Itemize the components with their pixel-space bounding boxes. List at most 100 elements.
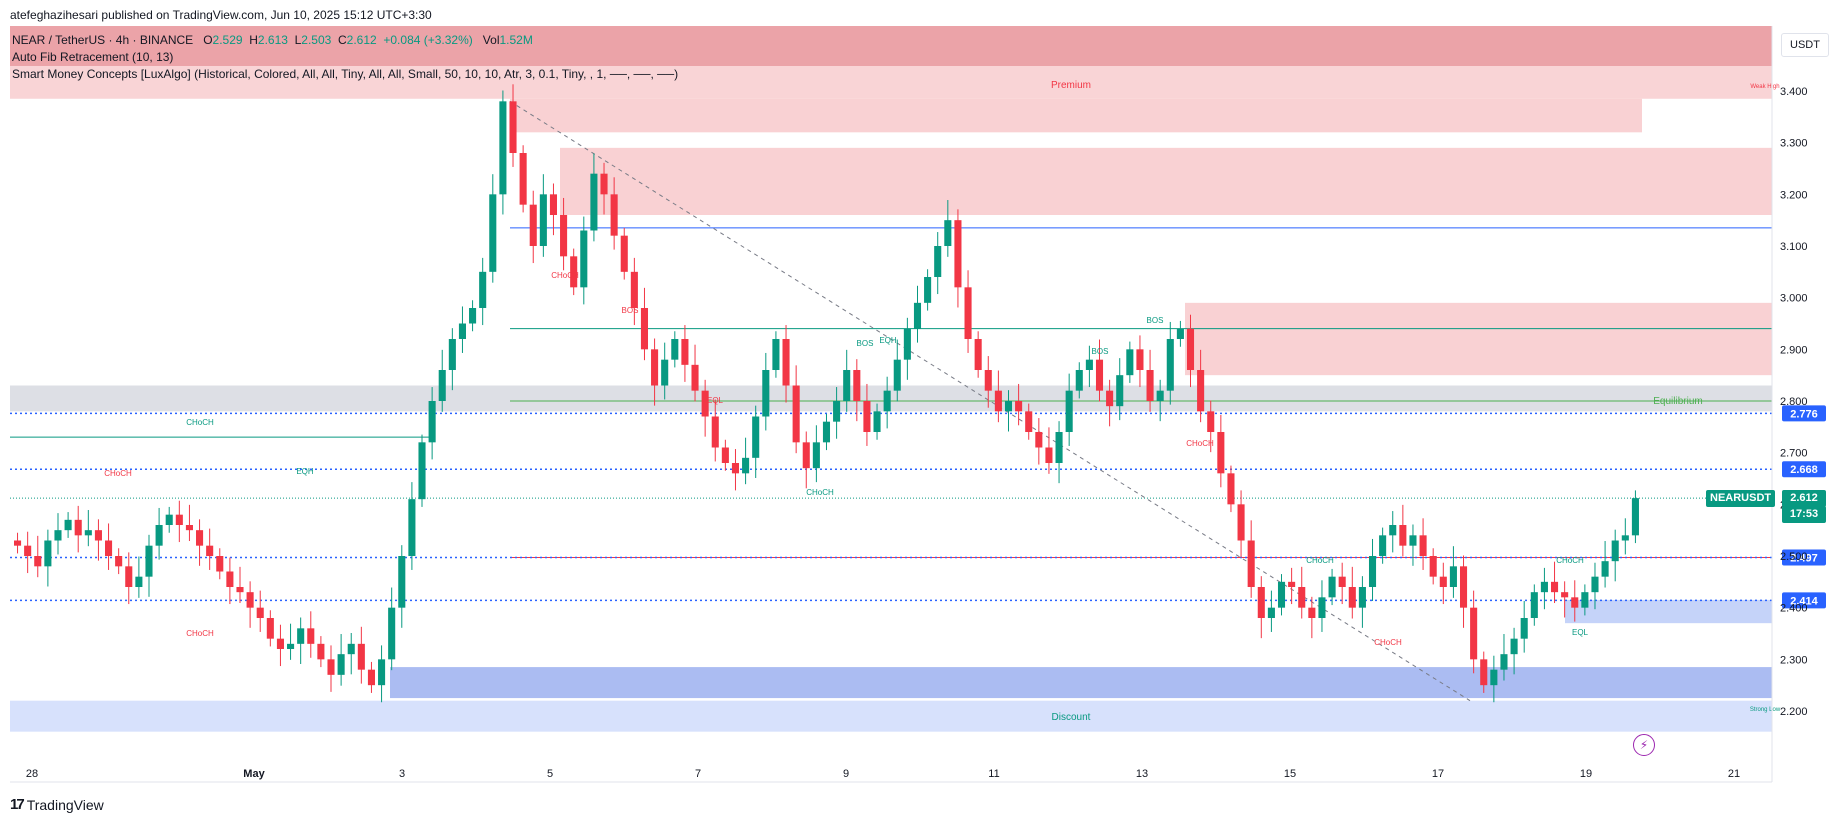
candle-body bbox=[701, 390, 709, 417]
x-tick-label: 19 bbox=[1580, 768, 1592, 780]
fib-level-badge bbox=[1782, 461, 1826, 478]
candle-body bbox=[509, 101, 517, 154]
candle-body bbox=[357, 643, 365, 670]
candle-body bbox=[1409, 535, 1417, 546]
candle-body bbox=[196, 530, 204, 546]
indicator-smc[interactable]: Smart Money Concepts [LuxAlgo] (Historic… bbox=[12, 67, 679, 81]
candle-body bbox=[448, 339, 456, 371]
candle-body bbox=[1581, 592, 1589, 608]
candle-body bbox=[519, 153, 527, 205]
y-tick-label: 3.200 bbox=[1780, 189, 1808, 201]
smc-annotation: EQH bbox=[879, 336, 897, 345]
candle-body bbox=[742, 457, 750, 474]
zone-label: Premium bbox=[1051, 80, 1091, 91]
candle-body bbox=[378, 659, 386, 686]
x-tick-label: 9 bbox=[843, 768, 849, 780]
smc-annotation: CHoCH bbox=[551, 271, 579, 280]
smc-annotation: Weak High bbox=[1750, 84, 1779, 90]
currency-selector[interactable]: USDT bbox=[1781, 33, 1829, 57]
candle-body bbox=[691, 364, 699, 391]
candle-body bbox=[24, 545, 32, 557]
legend-ohlc-row[interactable]: NEAR / TetherUS · 4h · BINANCE O2.529 H2… bbox=[12, 32, 678, 49]
candle-body bbox=[1267, 607, 1275, 619]
candle-body bbox=[216, 556, 224, 572]
candle-body bbox=[1136, 349, 1144, 371]
candle-body bbox=[873, 411, 881, 433]
indicator-fib[interactable]: Auto Fib Retracement (10, 13) bbox=[12, 50, 174, 64]
smc-annotation: CHoCH bbox=[1186, 439, 1214, 448]
x-tick-label: 21 bbox=[1728, 768, 1740, 780]
flash-icon[interactable]: ⚡ bbox=[1633, 734, 1655, 756]
candle-body bbox=[135, 576, 143, 588]
candle-body bbox=[903, 328, 911, 360]
candle-body bbox=[469, 308, 477, 324]
candle-body bbox=[347, 643, 355, 655]
candle-body bbox=[853, 370, 861, 402]
candle-body bbox=[1419, 535, 1427, 557]
candle-body bbox=[1004, 401, 1013, 412]
fib-level-badge bbox=[1782, 405, 1826, 422]
candle-body bbox=[1186, 328, 1195, 371]
candle-body bbox=[1176, 328, 1184, 340]
candle-body bbox=[1257, 587, 1265, 619]
candle-body bbox=[44, 540, 52, 567]
candle-body bbox=[600, 173, 608, 195]
candle-body bbox=[802, 442, 810, 469]
candle-body bbox=[74, 519, 82, 536]
candle-body bbox=[1449, 566, 1457, 588]
demand-block bbox=[390, 667, 1772, 699]
candle-body bbox=[1095, 359, 1104, 391]
candle-body bbox=[620, 235, 628, 272]
volume-label: Vol bbox=[482, 33, 500, 47]
countdown-badge: 17:53 bbox=[1782, 506, 1826, 523]
smc-annotation: CHoCH bbox=[186, 629, 214, 638]
candle-body bbox=[1399, 525, 1407, 546]
symbol-label[interactable]: NEAR / TetherUS · 4h · BINANCE bbox=[12, 33, 194, 47]
last-price-badge: 2.612 bbox=[1782, 490, 1826, 507]
smc-annotation: CHoCH bbox=[186, 418, 214, 427]
fib-level-label: 2.497 bbox=[1790, 553, 1818, 565]
candle-body bbox=[833, 401, 841, 422]
candle-body bbox=[1217, 432, 1225, 474]
x-tick-label: 7 bbox=[695, 768, 701, 780]
fib-level-label: 2.776 bbox=[1790, 408, 1818, 420]
zone-discount bbox=[10, 700, 1772, 732]
candle-body bbox=[398, 556, 406, 608]
candle-body bbox=[1459, 566, 1468, 608]
volume-value: 1.52M bbox=[499, 33, 533, 47]
candle-body bbox=[1510, 638, 1518, 655]
candle-body bbox=[590, 173, 598, 231]
low-value: 2.503 bbox=[301, 33, 332, 47]
candle-body bbox=[1106, 390, 1114, 407]
candle-body bbox=[954, 220, 962, 288]
candle-body bbox=[1025, 411, 1033, 433]
tradingview-logo[interactable]: 17 TradingView bbox=[10, 796, 104, 813]
candle-body bbox=[1348, 587, 1356, 608]
candle-body bbox=[772, 339, 780, 371]
candle-body bbox=[226, 571, 234, 588]
candle-body bbox=[580, 230, 588, 288]
candle-body bbox=[337, 654, 345, 675]
candle-body bbox=[1379, 535, 1387, 557]
candle-body bbox=[1126, 349, 1134, 376]
candle-body bbox=[924, 277, 932, 303]
zone-label: Equilibrium bbox=[1653, 396, 1702, 407]
candle-body bbox=[1389, 525, 1397, 536]
candle-body bbox=[206, 545, 214, 557]
smc-annotation: EQL bbox=[1572, 628, 1589, 637]
candle-body bbox=[974, 339, 982, 371]
fib-level-label: 2.414 bbox=[1790, 595, 1818, 607]
x-tick-label: 28 bbox=[26, 768, 38, 780]
x-tick-label: May bbox=[243, 768, 265, 780]
candle-body bbox=[1166, 339, 1174, 391]
candle-body bbox=[560, 215, 568, 257]
x-tick-label: 17 bbox=[1432, 768, 1444, 780]
candle-body bbox=[1116, 375, 1124, 407]
candle-body bbox=[640, 308, 649, 350]
candle-body bbox=[863, 401, 871, 433]
supply-block bbox=[560, 147, 1772, 216]
fib-level-label: 2.668 bbox=[1790, 464, 1818, 476]
candle-body bbox=[1237, 504, 1245, 541]
candle-body bbox=[418, 442, 426, 500]
